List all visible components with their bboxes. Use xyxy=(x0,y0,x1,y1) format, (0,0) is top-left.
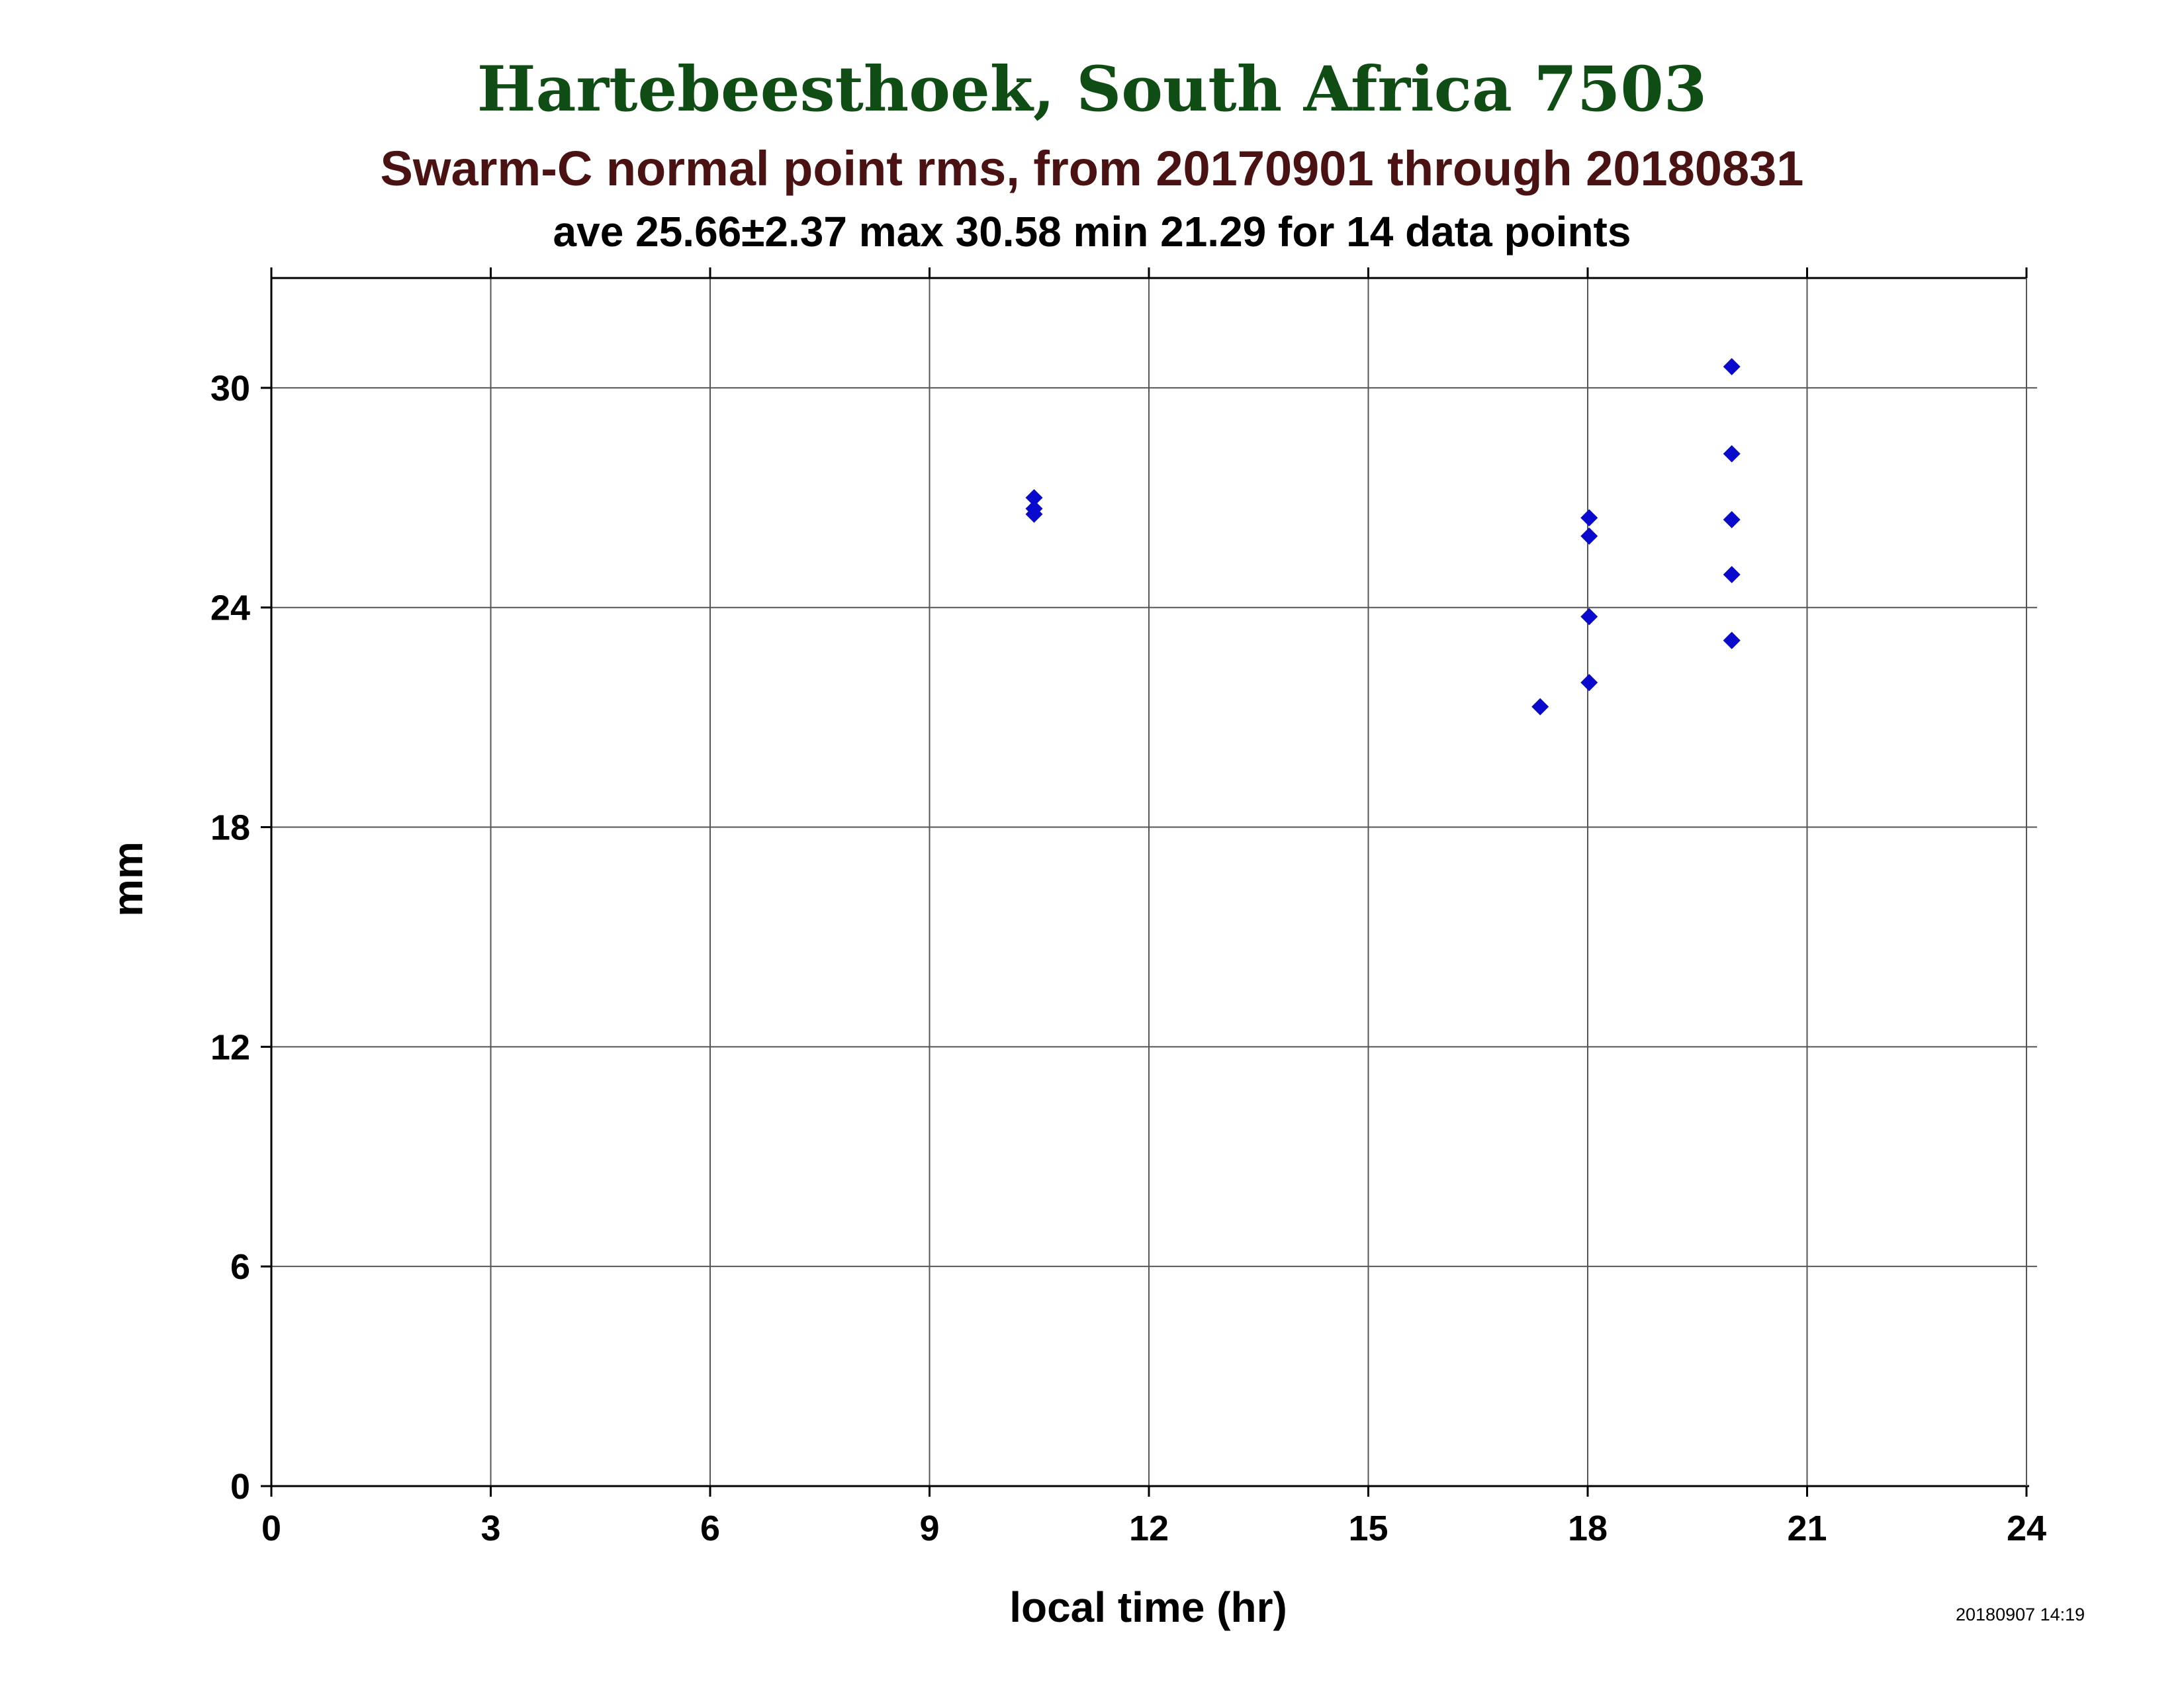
x-tick-label: 6 xyxy=(700,1509,720,1548)
grid-lines xyxy=(271,278,2037,1486)
data-point xyxy=(1580,527,1598,545)
data-point xyxy=(1723,511,1741,528)
x-tick-label: 9 xyxy=(919,1509,939,1548)
data-point xyxy=(1025,505,1043,523)
data-points xyxy=(1025,357,1741,716)
y-axis-label: mm xyxy=(104,841,152,917)
x-tick-label: 3 xyxy=(480,1509,500,1548)
y-tick-label: 0 xyxy=(230,1467,250,1507)
plot-frame xyxy=(270,275,2029,1487)
y-axis-ticks: 0 6 12 18 24 30 xyxy=(210,369,271,1507)
data-point xyxy=(1025,489,1043,506)
x-tick-label: 0 xyxy=(261,1509,281,1548)
data-point xyxy=(1580,509,1598,527)
chart-subtitle: Swarm-C normal point rms, from 20170901 … xyxy=(380,141,1804,196)
x-tick-label: 12 xyxy=(1129,1509,1169,1548)
x-tick-label: 21 xyxy=(1787,1509,1827,1548)
data-point xyxy=(1723,565,1741,583)
y-tick-label: 6 xyxy=(230,1247,250,1287)
y-tick-label: 30 xyxy=(210,369,250,408)
data-point xyxy=(1580,608,1598,626)
chart-title: Hartebeesthoek, South Africa 7503 xyxy=(477,53,1707,126)
chart-stats-line: ave 25.66±2.37 max 30.58 min 21.29 for 1… xyxy=(553,208,1631,256)
data-point xyxy=(1531,698,1549,716)
data-point xyxy=(1723,357,1741,375)
data-point xyxy=(1580,674,1598,692)
data-point xyxy=(1723,445,1741,463)
y-tick-label: 24 xyxy=(210,588,250,628)
x-tick-label: 24 xyxy=(2007,1509,2046,1548)
x-axis-ticks: 0 3 6 9 12 15 18 21 24 xyxy=(261,267,2046,1548)
data-point xyxy=(1723,632,1741,649)
x-tick-label: 15 xyxy=(1348,1509,1388,1548)
y-tick-label: 18 xyxy=(210,808,250,848)
y-tick-label: 12 xyxy=(210,1027,250,1067)
x-tick-label: 18 xyxy=(1568,1509,1608,1548)
x-axis-label: local time (hr) xyxy=(1009,1583,1287,1631)
generated-timestamp: 20180907 14:19 xyxy=(1956,1605,2085,1624)
